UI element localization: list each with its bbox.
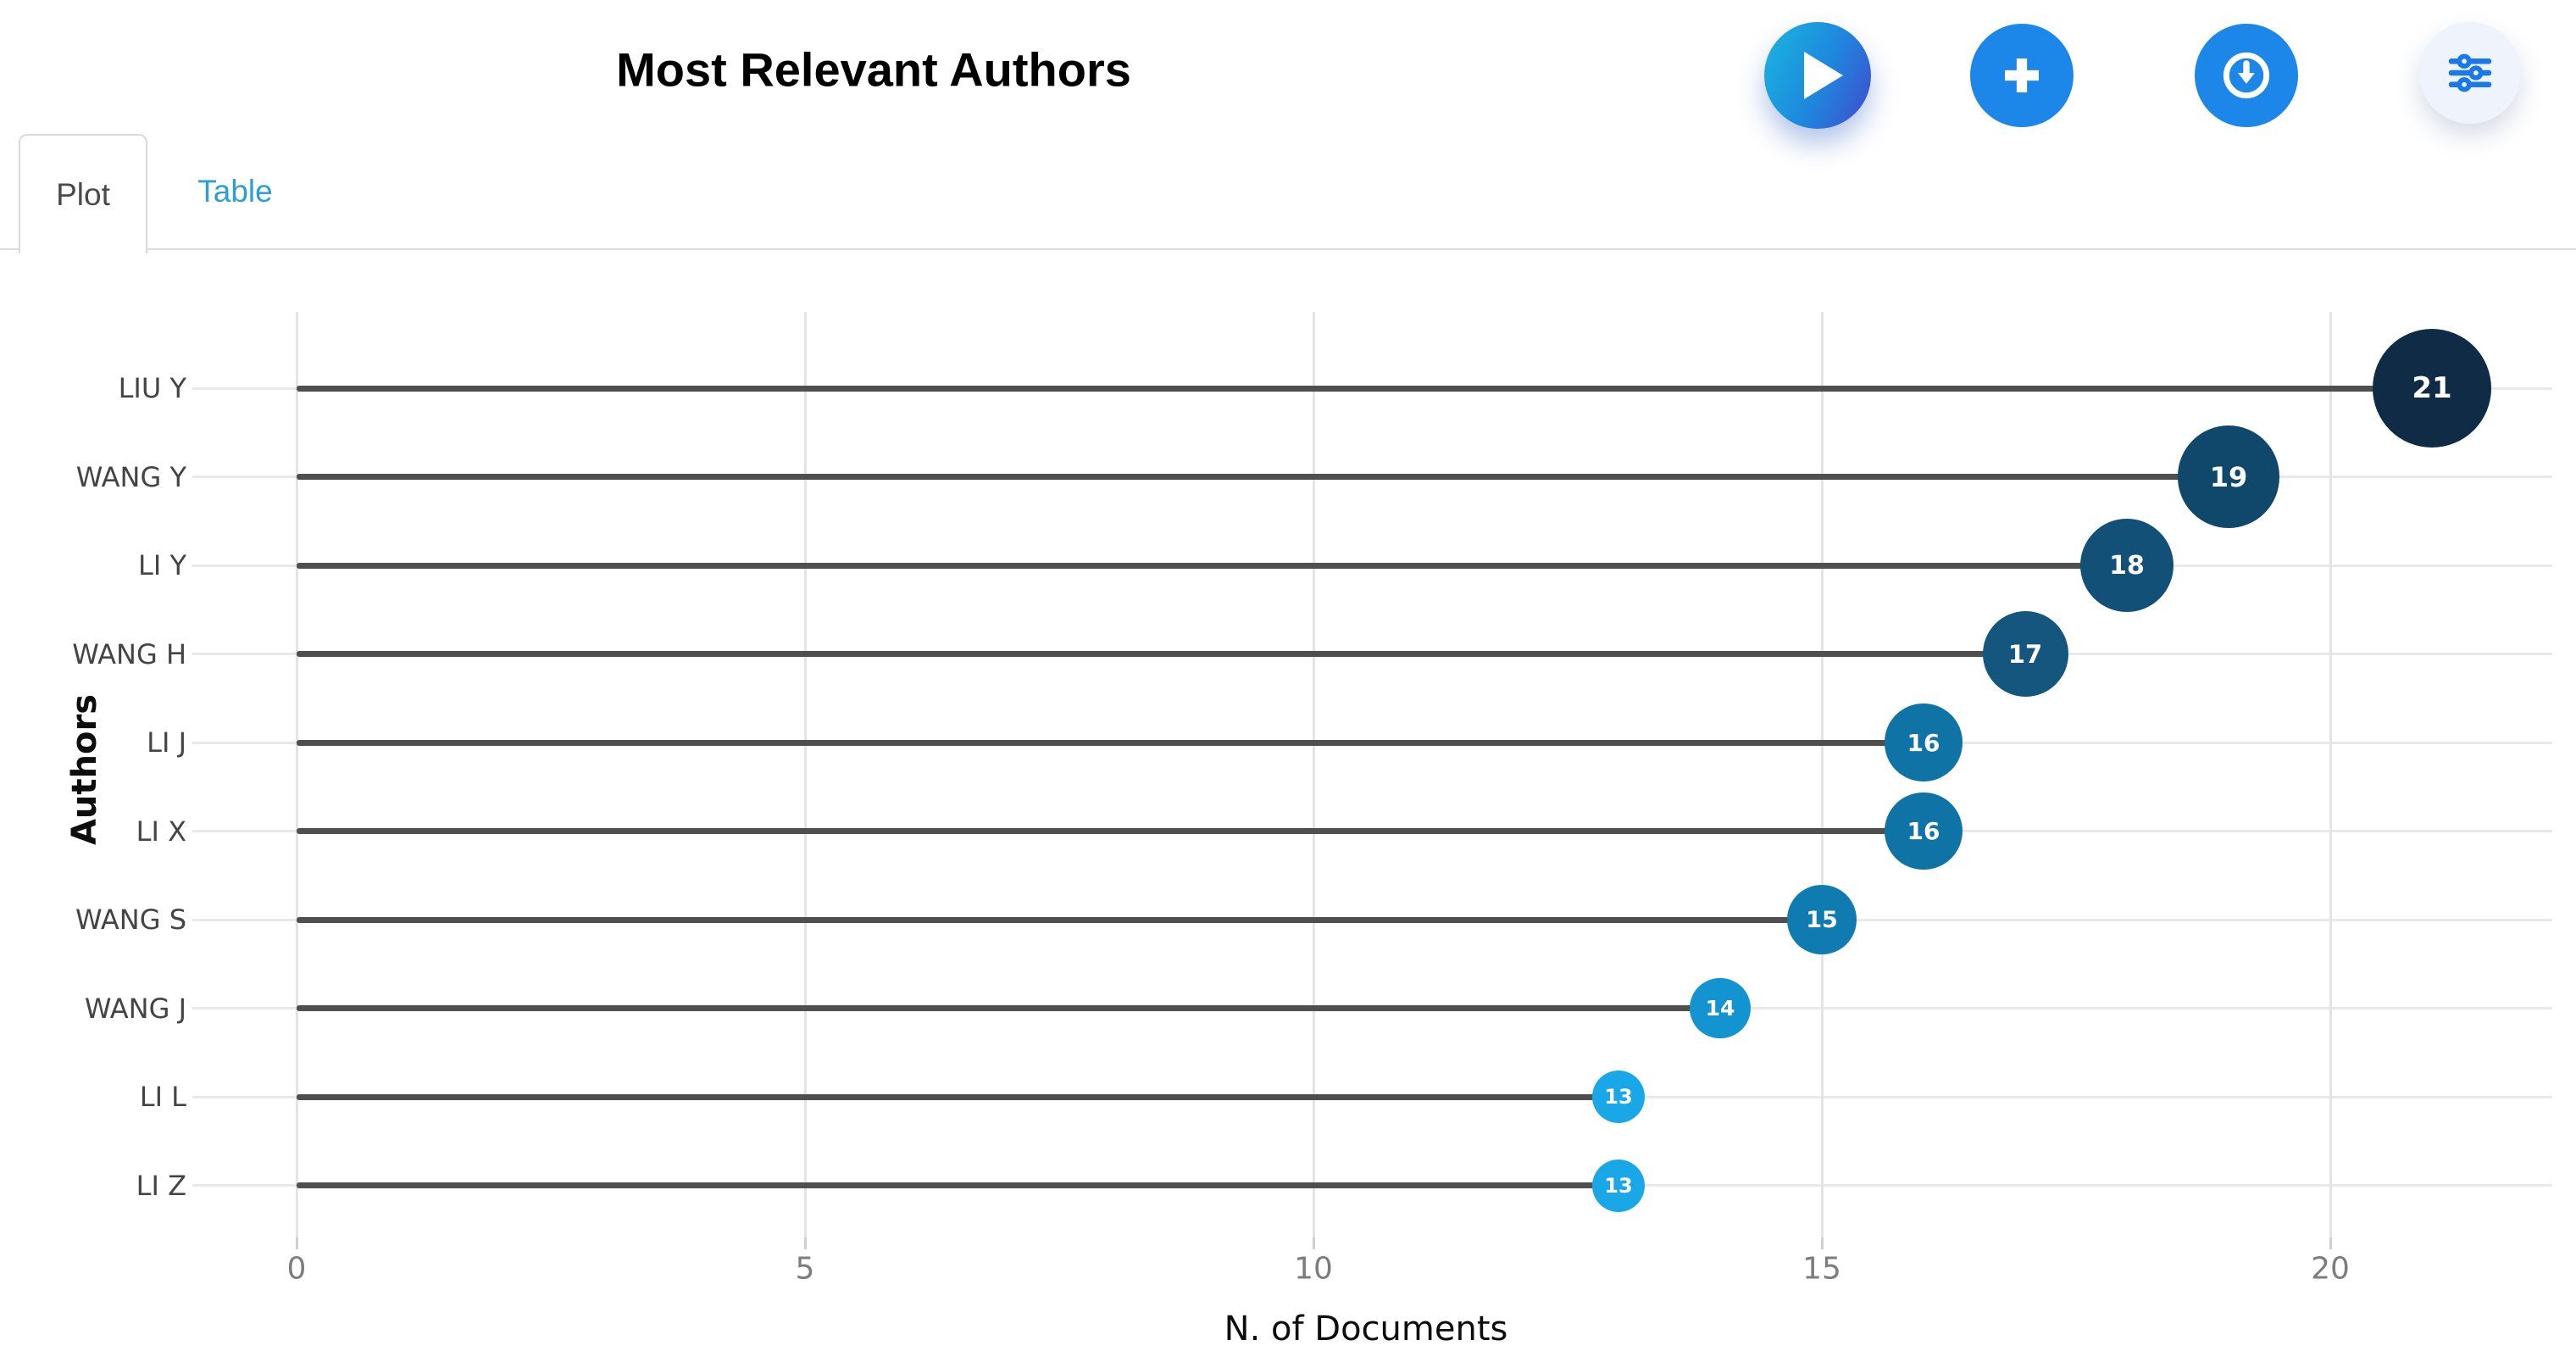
lollipop-stem [297,739,1924,746]
x-gridline [1312,312,1315,1237]
page-title: Most Relevant Authors [616,42,1131,97]
download-icon [2223,52,2270,99]
data-point-bubble[interactable]: 18 [2079,518,2174,613]
lollipop-stem [297,385,2432,392]
y-axis-title: Authors [65,693,104,846]
x-tick-label: 20 [2311,1251,2350,1287]
y-axis-category-label: LIU Y [118,372,186,404]
data-point-bubble[interactable]: 17 [1982,611,2068,697]
tab-plot[interactable]: Plot [19,134,147,253]
x-tick-mark [1820,1237,1824,1249]
x-tick-mark [2329,1237,2332,1249]
run-button[interactable] [1764,22,1871,129]
x-tick-label: 5 [795,1251,815,1287]
x-tick-label: 15 [1802,1251,1841,1287]
y-axis-category-label: WANG S [75,904,186,936]
data-point-bubble[interactable]: 14 [1690,977,1751,1039]
filters-button[interactable] [2419,22,2521,124]
y-axis-category-label: WANG Y [75,460,186,493]
y-axis-category-label: LI J [147,726,186,759]
data-point-bubble[interactable]: 15 [1787,885,1857,954]
tabbar-divider [0,248,2576,250]
x-tick-label: 10 [1294,1251,1333,1287]
data-point-bubble[interactable]: 19 [2177,425,2280,528]
add-button[interactable] [1970,24,2074,127]
y-axis-category-label: LI Y [138,549,186,581]
x-gridline [1820,312,1824,1237]
x-tick-label: 0 [286,1251,307,1287]
lollipop-stem [297,562,2127,569]
y-axis-category-label: LI X [136,815,186,848]
lollipop-stem [297,651,2025,657]
x-tick-mark [803,1237,807,1249]
lollipop-stem [297,1005,1720,1011]
data-point-bubble[interactable]: 13 [1592,1159,1645,1212]
data-point-bubble[interactable]: 16 [1885,704,1963,781]
lollipop-stem [297,828,1924,834]
play-icon [1804,52,1843,99]
x-gridline [295,312,298,1237]
y-axis-category-label: WANG H [72,637,186,670]
lollipop-stem [297,1182,1618,1188]
data-point-bubble[interactable]: 13 [1592,1071,1645,1123]
sliders-icon [2448,53,2492,92]
y-axis-category-label: WANG J [84,992,186,1025]
x-axis-title: N. of Documents [1224,1310,1508,1349]
y-axis-category-label: LI Z [136,1169,186,1202]
x-gridline [2329,312,2332,1237]
plus-icon [2005,58,2039,92]
lollipop-stem [297,474,2229,480]
data-point-bubble[interactable]: 21 [2373,329,2491,448]
x-gridline [803,312,807,1237]
x-tick-mark [1312,1237,1315,1249]
download-button[interactable] [2195,24,2298,127]
data-point-bubble[interactable]: 16 [1885,792,1963,870]
lollipop-stem [297,1093,1618,1100]
tab-table[interactable]: Table [197,173,273,209]
lollipop-stem [297,916,1822,923]
y-axis-category-label: LI L [139,1081,186,1113]
x-tick-mark [295,1237,298,1249]
